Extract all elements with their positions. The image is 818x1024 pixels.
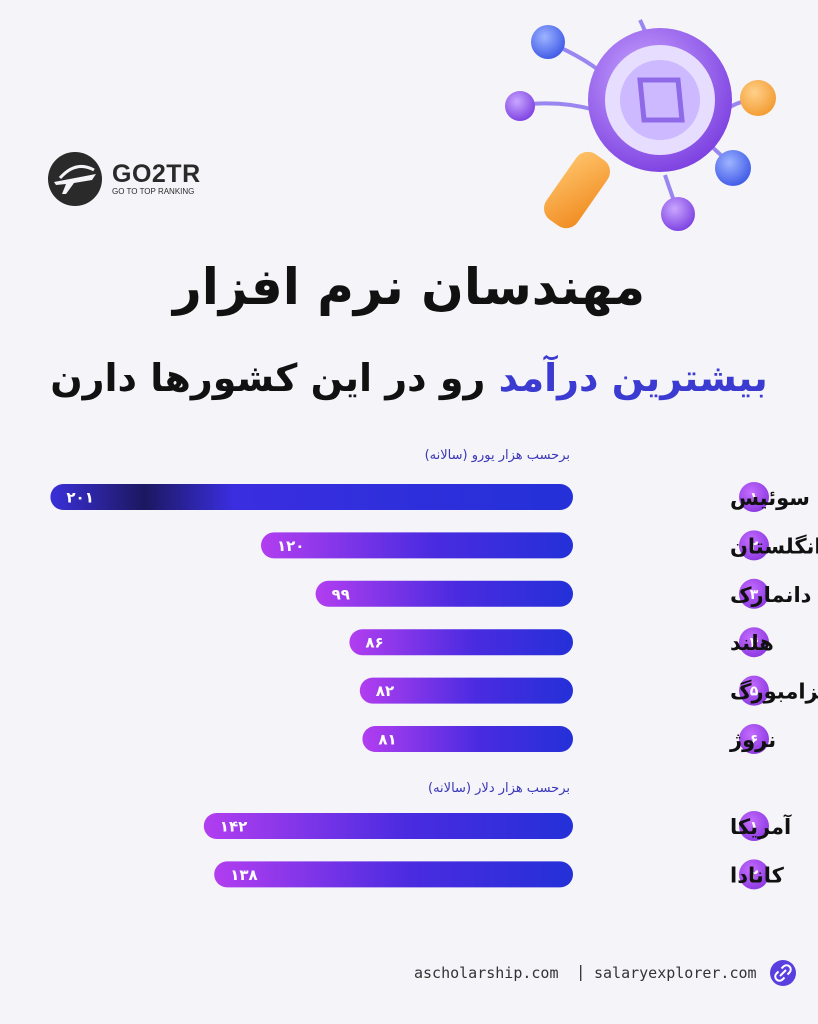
source-separator: |: [578, 962, 584, 981]
rank-badge: [739, 530, 769, 561]
unit-label-euro: برحسب هزار یورو (سالانه): [424, 448, 570, 463]
rank-number: ۱: [750, 819, 759, 835]
bar-value-label: ۲۰۱: [66, 489, 93, 507]
rank-badge: [739, 578, 769, 609]
country-label: آمریکا: [730, 814, 792, 839]
magnifier-illustration: [505, 19, 776, 231]
rank-number: ۵: [750, 684, 759, 700]
plane-logo-icon: [48, 152, 102, 206]
country-label: سوئیس: [730, 486, 810, 510]
bar-value-label: ۸۲: [376, 682, 394, 700]
bar-euro-2: [261, 532, 573, 559]
bar-value-label: ۸۱: [378, 731, 396, 749]
subtitle-rest: رو در این کشورها دارن: [50, 356, 499, 400]
country-label: نروژ: [729, 728, 776, 752]
bar-dollar-1: [203, 813, 574, 839]
unit-label-dollar: برحسب هزار دلار (سالانه): [428, 781, 570, 796]
rank-number: ۶: [750, 732, 759, 748]
rank-badge: [739, 859, 769, 890]
rank-badge: [739, 675, 769, 706]
rank-number: ۲: [750, 867, 759, 883]
bar-value-label: ۱۴۲: [220, 818, 247, 836]
country-label: لوکزامبورگ: [730, 679, 818, 704]
bar-value-label: ۹۹: [332, 585, 350, 603]
rank-number: ۲: [750, 538, 759, 554]
rank-number: ۴: [750, 635, 759, 651]
rank-badge: [739, 724, 769, 754]
bar-euro-3: [315, 580, 573, 607]
bar-dollar-2: [214, 861, 573, 888]
rank-badge: [739, 627, 769, 658]
bar-euro-5: [359, 677, 573, 704]
footer-sources: ascholarship.com | salaryexplorer.com: [0, 960, 818, 990]
page-title: مهندسان نرم افزار: [172, 258, 646, 316]
bar-value-label: ۱۲۰: [277, 537, 304, 555]
bar-euro-6: [362, 726, 573, 752]
country-label: هلند: [730, 631, 774, 655]
bar-euro-1: [50, 484, 573, 510]
rank-badge: [739, 811, 769, 841]
country-label: کانادا: [730, 863, 785, 887]
bar-euro-4: [349, 629, 573, 656]
bar-value-label: ۱۳۸: [230, 866, 257, 884]
country-label: انگلستان: [730, 533, 818, 558]
bar-value-label: ۸۶: [365, 634, 383, 652]
brand-tagline: GO TO TOP RANKING: [112, 187, 195, 196]
rank-number: ۳: [750, 587, 759, 603]
subtitle-highlight: بیشترین درآمد: [498, 356, 768, 400]
brand-name: GO2TR: [112, 160, 201, 188]
source-salaryexplorer[interactable]: salaryexplorer.com: [594, 964, 757, 982]
page-subtitle: بیشترین درآمد رو در این کشورها دارن: [0, 348, 818, 408]
country-label: دانمارک: [730, 583, 812, 607]
brand-logo: GO2TR GO TO TOP RANKING: [46, 150, 201, 208]
rank-number: ۱: [750, 490, 759, 506]
rank-badge: [739, 482, 769, 512]
link-icon[interactable]: [770, 960, 796, 986]
source-ascholarship[interactable]: ascholarship.com: [414, 964, 559, 982]
